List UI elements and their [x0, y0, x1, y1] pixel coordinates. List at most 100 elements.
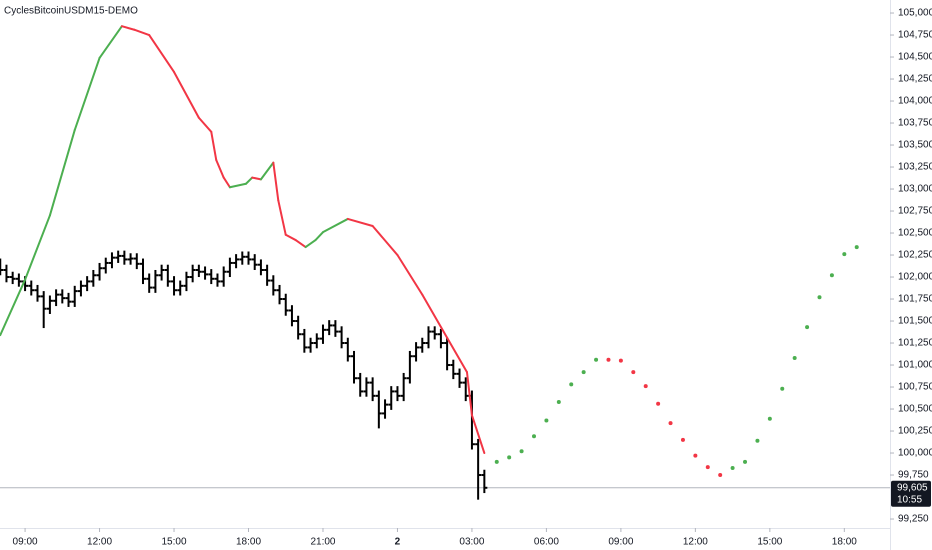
- x-tick-label: 18:00: [832, 537, 857, 548]
- y-tick-label: 100,500: [898, 404, 932, 415]
- x-tick-label: 21:00: [310, 537, 335, 548]
- projection-dot: [693, 453, 698, 458]
- projection-dot: [643, 384, 648, 389]
- cycle-segment: [421, 293, 449, 339]
- cycle-segment: [277, 199, 287, 236]
- x-tick-label: 15:00: [757, 537, 782, 548]
- projection-dot: [532, 434, 536, 439]
- projection-dot: [569, 382, 574, 387]
- y-tick-label: 101,000: [898, 360, 932, 371]
- y-tick-label: 104,750: [898, 30, 932, 41]
- y-tick-label: 99,250: [898, 514, 929, 525]
- projection-dot: [805, 325, 810, 330]
- projection-dot: [780, 386, 785, 391]
- cycle-segment: [304, 239, 317, 249]
- y-tick-label: 102,000: [898, 272, 932, 283]
- x-tick-label: 2: [395, 537, 401, 548]
- projection-dot: [581, 370, 586, 375]
- x-tick-label: 03:00: [459, 537, 484, 548]
- cycle-segment: [197, 116, 213, 133]
- projection-dot: [594, 357, 599, 362]
- x-tick-label: 12:00: [683, 537, 708, 548]
- cycle-segment: [228, 182, 248, 189]
- cycle-segment: [215, 158, 225, 179]
- cycle-segment: [465, 371, 473, 417]
- y-tick-label: 100,000: [898, 448, 932, 459]
- cycle-segment: [210, 130, 218, 161]
- last-price-label: 99,605: [897, 482, 928, 493]
- y-tick-label: 101,750: [898, 294, 932, 305]
- projection-dot: [631, 370, 636, 375]
- x-tick-label: 09:00: [13, 537, 38, 548]
- last-price-box: [891, 480, 931, 507]
- x-tick-label: 09:00: [608, 537, 633, 548]
- x-tick-label: 12:00: [87, 537, 112, 548]
- cycle-segment: [259, 161, 275, 181]
- cycle-segment: [0, 278, 27, 337]
- cycle-segment: [24, 214, 51, 281]
- cycle-segment: [133, 28, 151, 37]
- cycle-segment: [48, 129, 76, 217]
- y-tick-label: 100,250: [898, 426, 932, 437]
- projection-dot: [556, 399, 561, 404]
- cycle-segment: [321, 217, 349, 234]
- projection-dot: [755, 438, 760, 443]
- projection-dot: [606, 357, 611, 362]
- projection-dot: [680, 437, 685, 442]
- projection-dot: [829, 273, 834, 278]
- y-tick-label: 105,000: [898, 8, 932, 19]
- y-tick-label: 103,750: [898, 118, 932, 129]
- projection-dot: [730, 465, 735, 470]
- y-tick-label: 103,000: [898, 184, 932, 195]
- cycle-segment: [222, 176, 231, 189]
- x-tick-label: 18:00: [236, 537, 261, 548]
- projection-dot: [494, 459, 499, 464]
- y-tick-label: 101,250: [898, 338, 932, 349]
- projection-dot: [507, 455, 512, 460]
- y-tick-label: 100,750: [898, 382, 932, 393]
- projection-dot: [792, 355, 797, 360]
- y-tick-label: 104,000: [898, 96, 932, 107]
- projection-dot: [817, 295, 822, 300]
- cycle-segment: [73, 56, 101, 132]
- cycle-segment: [396, 254, 424, 296]
- projection-dot: [842, 252, 847, 257]
- projection-dot: [718, 473, 723, 478]
- cycle-segment: [470, 414, 486, 455]
- x-tick-label: 06:00: [534, 537, 559, 548]
- y-tick-label: 102,250: [898, 250, 932, 261]
- cycle-segment: [346, 217, 374, 227]
- y-tick-label: 104,500: [898, 52, 932, 63]
- projection-dot: [519, 449, 524, 454]
- cycle-segment: [371, 224, 399, 257]
- y-tick-label: 102,750: [898, 206, 932, 217]
- y-tick-label: 103,500: [898, 140, 932, 151]
- projection-dot: [668, 421, 673, 426]
- cycle-segment: [173, 70, 200, 119]
- projection-dot: [743, 459, 748, 464]
- chart-title: CyclesBitcoinUSDM15-DEMO: [4, 6, 138, 17]
- countdown-label: 10:55: [897, 494, 922, 505]
- projection-dot: [854, 245, 859, 250]
- y-tick-label: 99,750: [898, 470, 929, 481]
- cycle-segment: [120, 25, 136, 31]
- x-tick-label: 15:00: [162, 537, 187, 548]
- cycle-segment: [314, 231, 324, 242]
- y-tick-label: 103,250: [898, 162, 932, 173]
- cycle-segment: [284, 233, 297, 242]
- cycle-segment: [272, 161, 280, 202]
- projection-dot: [767, 416, 772, 421]
- y-tick-label: 102,500: [898, 228, 932, 239]
- cycle-segment: [98, 25, 123, 59]
- projection-dot: [705, 465, 710, 470]
- cycle-segment: [446, 336, 468, 374]
- projection-dot: [618, 358, 623, 363]
- cycle-segment: [294, 239, 307, 249]
- projection-dot: [544, 418, 549, 423]
- cycle-segment: [245, 176, 254, 185]
- y-tick-label: 104,250: [898, 74, 932, 85]
- cycle-segment: [148, 34, 176, 73]
- projection-dot: [656, 401, 661, 406]
